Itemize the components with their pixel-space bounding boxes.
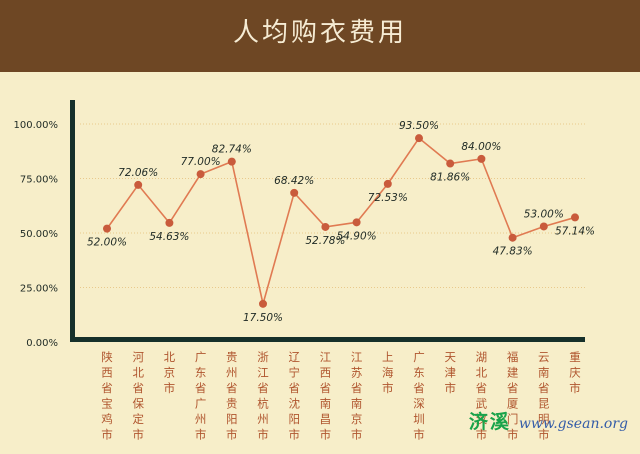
data-point [539,222,548,231]
data-point [352,218,361,227]
y-tick-label: 0.00% [26,338,58,349]
data-label: 72.53% [368,192,408,204]
watermark-url: www.gsean.org [518,416,628,432]
data-label: 52.78% [305,235,345,247]
y-tick-label: 100.00% [14,120,59,131]
data-point [571,213,579,222]
data-point [321,222,330,231]
data-label: 72.06% [118,167,158,179]
data-label: 93.50% [399,120,439,132]
data-label: 52.00% [87,237,127,249]
data-point [259,299,267,308]
data-label: 54.90% [337,230,377,242]
data-point [165,218,174,227]
y-tick-label: 75.00% [20,175,58,186]
y-tick-label: 25.00% [20,284,58,295]
data-label: 17.50% [243,312,283,324]
data-point [290,188,299,197]
chart-title: 人均购衣费用 [232,18,407,48]
data-label: 81.86% [430,172,470,184]
data-label: 82.74% [212,144,252,156]
x-category-label: 陕西省宝鸡市 [101,350,113,442]
x-category-label: 江西省南昌市 [320,350,332,442]
data-label: 53.00% [524,208,564,220]
title-banner: 人均购衣费用 [0,0,640,72]
data-point [415,134,423,143]
x-category-label: 北京市 [164,350,176,395]
data-label: 57.14% [555,225,595,237]
x-category-label: 广东省深圳市 [413,350,425,442]
x-category-label: 江苏省南京市 [351,350,363,442]
x-category-label: 辽宁省沈阳市 [288,350,300,442]
data-label: 84.00% [461,141,501,153]
data-point [196,170,205,179]
watermark-logo-text: 济溪 [468,411,511,433]
x-axis [70,337,585,342]
x-category-label: 贵州省贵阳市 [226,350,238,442]
data-point [103,224,111,233]
x-category-label: 浙江省杭州市 [257,350,269,442]
x-category-label: 重庆市 [569,350,581,395]
data-point [477,154,486,163]
x-category-label: 福建省厦门市 [507,350,519,442]
x-category-label: 湖北省武汉市 [476,350,488,442]
watermark: 济溪 www.gsean.org [469,407,628,434]
y-axis [70,100,75,342]
data-label: 68.42% [274,175,314,187]
data-point [227,157,236,166]
data-label: 54.63% [149,231,189,243]
y-tick-label: 50.00% [20,229,58,240]
data-point [383,179,392,188]
x-category-label: 广东省广州市 [195,350,207,442]
data-point [508,233,517,242]
x-category-label: 云南省昆明市 [538,350,550,442]
x-category-label: 天津市 [444,350,456,395]
data-point [134,180,143,189]
x-category-label: 河北省保定市 [132,350,144,442]
x-category-label: 上海市 [382,350,394,395]
series-line [106,137,576,305]
data-label: 77.00% [181,156,221,168]
data-point [446,159,455,168]
data-label: 47.83% [493,246,533,258]
